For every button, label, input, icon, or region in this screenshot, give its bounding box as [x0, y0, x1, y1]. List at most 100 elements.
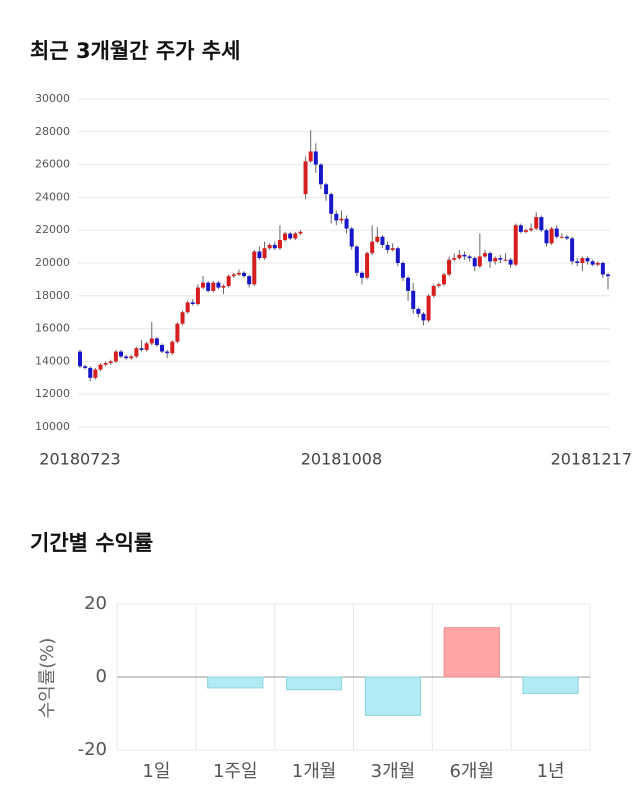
candle-body [395, 248, 400, 263]
x-tick-label: 1개월 [292, 761, 337, 782]
candle-body [354, 246, 359, 273]
candle-body [606, 274, 610, 277]
candle-body [303, 161, 308, 195]
candle-body [134, 348, 139, 357]
x-tick-label: 20181217 [551, 450, 632, 469]
bar [285, 676, 343, 691]
candle-body [472, 258, 477, 267]
candle-body [529, 228, 534, 231]
candle-body [242, 272, 247, 277]
candle-body [78, 351, 82, 367]
candle-body [267, 244, 272, 249]
candle-body [129, 356, 134, 359]
candle-body [211, 282, 216, 291]
candle-body [262, 248, 267, 259]
y-tick-label: 14000 [35, 354, 70, 367]
candle-body [108, 361, 113, 364]
y-axis-label: 수익률(%) [37, 638, 58, 719]
y-tick-label: 10000 [35, 420, 70, 433]
candle-body [257, 251, 262, 259]
candle-body [190, 302, 195, 304]
candle-body [436, 284, 441, 286]
candle-body [201, 282, 206, 288]
candle-body [359, 272, 364, 278]
candle-body [534, 217, 539, 229]
candle-body [559, 236, 564, 238]
candle-body [390, 248, 395, 250]
candle-body [585, 258, 590, 262]
candle-body [575, 261, 580, 263]
candle-body [277, 240, 282, 249]
candle-body [467, 256, 472, 259]
bar [443, 627, 500, 678]
candle-body [365, 253, 370, 278]
candle-body [590, 261, 595, 265]
candle-body [216, 282, 221, 288]
x-tick-label: 6개월 [449, 761, 494, 782]
candle-body [185, 302, 190, 313]
y-tick-label: 24000 [35, 190, 70, 203]
candle-body [103, 363, 108, 365]
candle-body [426, 295, 431, 321]
candle-body [124, 356, 129, 359]
candle-body [508, 259, 513, 265]
x-tick-label: 1년 [537, 761, 565, 782]
y-tick-label: 20 [84, 593, 107, 614]
candle-body [570, 238, 575, 262]
candle-body [180, 312, 185, 324]
candle-body [400, 263, 405, 278]
candle-body [144, 343, 149, 350]
candle-body [518, 225, 523, 232]
bar [522, 676, 579, 694]
x-tick-label: 1주일 [213, 761, 258, 782]
candle-body [344, 218, 349, 229]
y-tick-label: 30000 [35, 92, 70, 105]
candle-body [549, 228, 554, 244]
candle-body [375, 236, 380, 242]
candle-body [272, 244, 277, 249]
candle-body [370, 241, 375, 254]
candle-body [88, 367, 93, 378]
candle-body [298, 231, 303, 234]
candle-body [170, 341, 175, 354]
bar [364, 676, 422, 716]
candle-body [595, 263, 600, 265]
candle-body [313, 151, 318, 165]
candle-body [503, 259, 508, 261]
y-tick-label: 22000 [35, 223, 70, 236]
candle-body [431, 285, 436, 296]
candle-body [93, 369, 98, 378]
y-tick-label: 0 [96, 666, 107, 687]
candle-body [195, 287, 200, 304]
candle-body [580, 258, 585, 263]
candle-body [416, 308, 421, 314]
candle-body [83, 366, 88, 368]
candle-body [119, 351, 124, 357]
candle-body [452, 258, 457, 260]
y-tick-label: 16000 [35, 322, 70, 335]
candle-body [477, 256, 482, 267]
candle-body [488, 253, 493, 262]
candle-body [334, 213, 339, 221]
y-tick-label: -20 [78, 739, 107, 760]
candle-body [149, 338, 154, 344]
candle-body [447, 259, 452, 275]
candle-body [544, 230, 549, 244]
candle-body [339, 218, 344, 221]
candle-body [318, 164, 323, 185]
candle-body [236, 272, 241, 275]
candle-body [160, 345, 165, 352]
candle-body [226, 276, 231, 286]
candle-body [288, 233, 293, 239]
candle-body [554, 228, 559, 237]
candle-body [462, 254, 467, 257]
candle-body [329, 194, 334, 214]
candle-body [498, 258, 503, 260]
candle-body [154, 338, 159, 345]
candle-body [457, 254, 462, 259]
y-tick-label: 20000 [35, 256, 70, 269]
candle-body [231, 274, 236, 277]
y-tick-label: 18000 [35, 289, 70, 302]
y-tick-label: 26000 [35, 158, 70, 171]
